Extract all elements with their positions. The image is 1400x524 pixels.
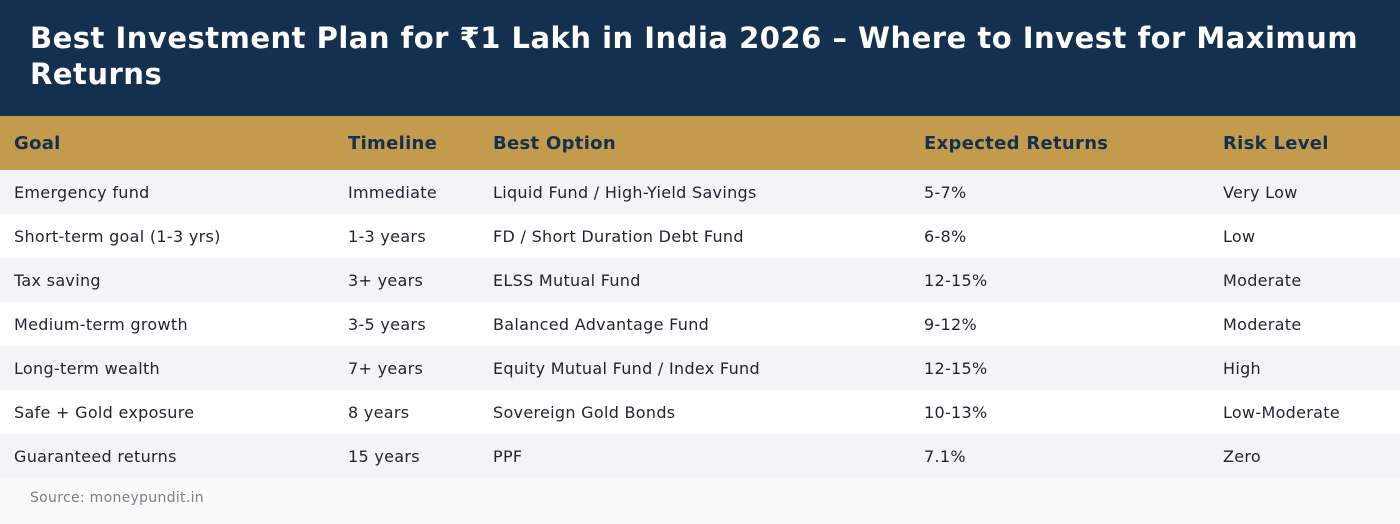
cell-goal: Guaranteed returns bbox=[14, 446, 177, 466]
cell-timeline: 1-3 years bbox=[348, 226, 426, 246]
cell-best-option: Sovereign Gold Bonds bbox=[493, 402, 676, 422]
cell-expected-returns: 10-13% bbox=[924, 402, 988, 422]
cell-best-option: Balanced Advantage Fund bbox=[493, 314, 710, 334]
page-title: Best Investment Plan for ₹1 Lakh in Indi… bbox=[30, 21, 1359, 91]
cell-best-option: Liquid Fund / High-Yield Savings bbox=[493, 182, 757, 202]
cell-timeline: 3-5 years bbox=[348, 314, 426, 334]
investment-table: Goal Timeline Best Option Expected Retur… bbox=[0, 116, 1400, 478]
cell-expected-returns: 5-7% bbox=[924, 182, 967, 202]
cell-timeline: 8 years bbox=[348, 402, 410, 422]
cell-risk-level: Moderate bbox=[1223, 270, 1302, 290]
column-header-best-option: Best Option bbox=[493, 132, 616, 154]
column-header-expected-returns: Expected Returns bbox=[924, 132, 1109, 154]
table-row: Short-term goal (1-3 yrs) 1-3 years FD /… bbox=[0, 214, 1400, 258]
cell-goal: Emergency fund bbox=[14, 182, 150, 202]
cell-goal: Tax saving bbox=[14, 270, 101, 290]
cell-timeline: Immediate bbox=[348, 182, 437, 202]
cell-timeline: 7+ years bbox=[348, 358, 424, 378]
cell-expected-returns: 6-8% bbox=[924, 226, 967, 246]
cell-expected-returns: 12-15% bbox=[924, 358, 988, 378]
column-header-goal: Goal bbox=[14, 132, 61, 154]
cell-best-option: FD / Short Duration Debt Fund bbox=[493, 226, 744, 246]
source-note: Source: moneypundit.in bbox=[30, 490, 204, 506]
table-row: Guaranteed returns 15 years PPF 7.1% Zer… bbox=[0, 434, 1400, 478]
cell-risk-level: Low-Moderate bbox=[1223, 402, 1340, 422]
cell-goal: Long-term wealth bbox=[14, 358, 160, 378]
cell-risk-level: Moderate bbox=[1223, 314, 1302, 334]
table-row: Long-term wealth 7+ years Equity Mutual … bbox=[0, 346, 1400, 390]
cell-expected-returns: 7.1% bbox=[924, 446, 966, 466]
cell-goal: Safe + Gold exposure bbox=[14, 402, 195, 422]
title-banner: Best Investment Plan for ₹1 Lakh in Indi… bbox=[0, 0, 1400, 116]
cell-goal: Short-term goal (1-3 yrs) bbox=[14, 226, 221, 246]
cell-risk-level: Very Low bbox=[1223, 182, 1298, 202]
cell-risk-level: Low bbox=[1223, 226, 1256, 246]
cell-expected-returns: 9-12% bbox=[924, 314, 978, 334]
cell-risk-level: High bbox=[1223, 358, 1261, 378]
cell-timeline: 15 years bbox=[348, 446, 420, 466]
cell-best-option: Equity Mutual Fund / Index Fund bbox=[493, 358, 760, 378]
cell-expected-returns: 12-15% bbox=[924, 270, 988, 290]
cell-risk-level: Zero bbox=[1223, 446, 1262, 466]
cell-best-option: ELSS Mutual Fund bbox=[493, 270, 641, 290]
table-row: Safe + Gold exposure 8 years Sovereign G… bbox=[0, 390, 1400, 434]
column-header-timeline: Timeline bbox=[348, 132, 438, 154]
table-row: Medium-term growth 3-5 years Balanced Ad… bbox=[0, 302, 1400, 346]
table-row: Tax saving 3+ years ELSS Mutual Fund 12-… bbox=[0, 258, 1400, 302]
column-header-risk-level: Risk Level bbox=[1223, 132, 1329, 154]
cell-goal: Medium-term growth bbox=[14, 314, 188, 334]
table-row: Emergency fund Immediate Liquid Fund / H… bbox=[0, 170, 1400, 214]
table-header-row: Goal Timeline Best Option Expected Retur… bbox=[0, 116, 1400, 170]
cell-timeline: 3+ years bbox=[348, 270, 424, 290]
cell-best-option: PPF bbox=[493, 446, 523, 466]
